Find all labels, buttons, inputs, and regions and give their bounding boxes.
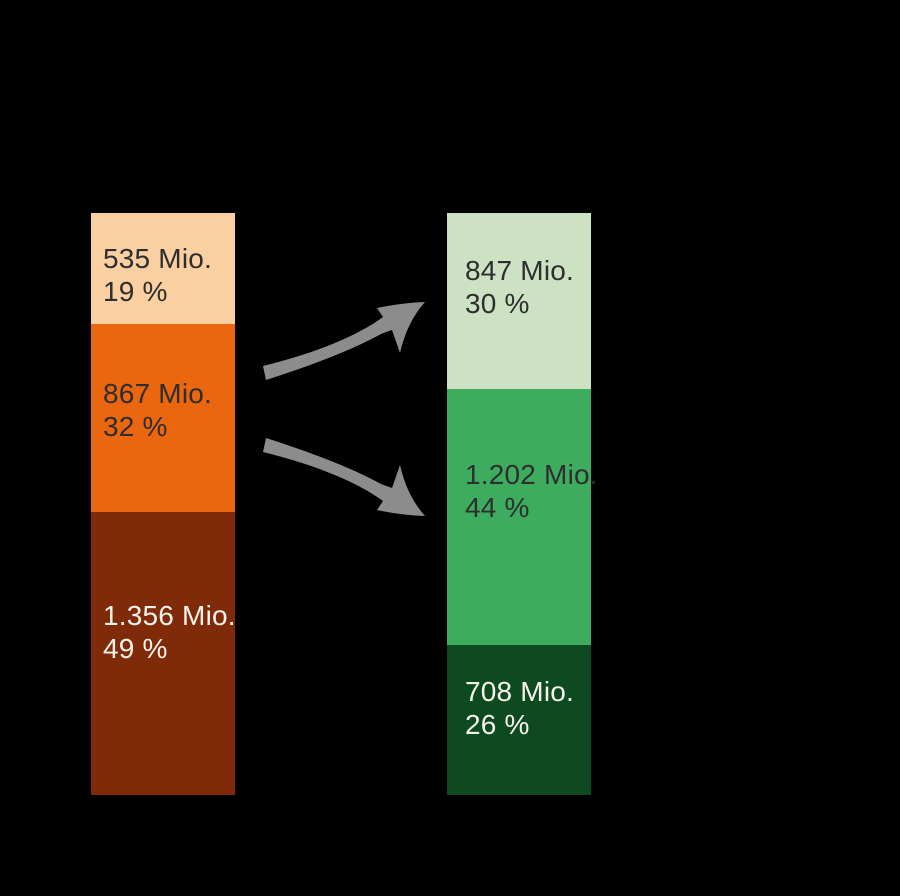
segment-label: 708 Mio. 26 % <box>465 675 574 741</box>
segment-percent-label: 49 % <box>103 633 168 664</box>
segment-value-label: 867 Mio. <box>103 378 212 409</box>
segment-label: 535 Mio. 19 % <box>103 242 212 308</box>
segment-label: 1.202 Mio. 44 % <box>465 458 598 524</box>
segment-label: 847 Mio. 30 % <box>465 254 574 320</box>
flow-arrow-down-icon <box>263 438 425 516</box>
segment-percent-label: 30 % <box>465 288 530 319</box>
segment-label: 867 Mio. 32 % <box>103 377 212 443</box>
segment-percent-label: 19 % <box>103 276 168 307</box>
segment-value-label: 1.356 Mio. <box>103 600 236 631</box>
segment-value-label: 847 Mio. <box>465 255 574 286</box>
bar-segment-left-0: 535 Mio. 19 % <box>91 213 235 324</box>
stacked-bar-right: 847 Mio. 30 % 1.202 Mio. 44 % 708 Mio. 26 % <box>447 213 598 795</box>
segment-value-label: 708 Mio. <box>465 676 574 707</box>
segment-percent-label: 26 % <box>465 709 530 740</box>
bar-segment-right-0: 847 Mio. 30 % <box>447 213 591 389</box>
flow-arrow-up-icon <box>263 302 425 380</box>
segment-percent-label: 44 % <box>465 492 530 523</box>
segment-percent-label: 32 % <box>103 411 168 442</box>
stacked-bar-left: 535 Mio. 19 % 867 Mio. 32 % 1.356 Mio. 49 % <box>91 213 236 795</box>
segment-value-label: 1.202 Mio. <box>465 459 598 490</box>
bar-segment-right-2: 708 Mio. 26 % <box>447 645 591 795</box>
bar-segment-left-1: 867 Mio. 32 % <box>91 324 235 512</box>
bar-segment-left-2: 1.356 Mio. 49 % <box>91 512 236 795</box>
segment-label: 1.356 Mio. 49 % <box>103 599 236 665</box>
bar-segment-right-1: 1.202 Mio. 44 % <box>447 389 598 645</box>
segment-value-label: 535 Mio. <box>103 243 212 274</box>
